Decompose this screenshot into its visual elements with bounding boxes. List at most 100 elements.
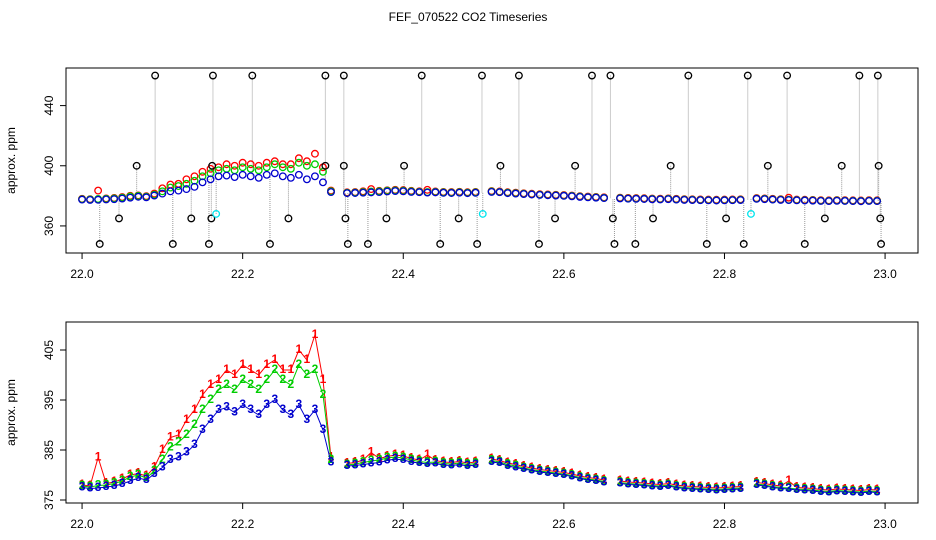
point-glyph: 3 [175,450,182,464]
outlier-point [702,240,711,248]
outlier-point [473,240,482,248]
point [720,196,729,205]
point [367,185,376,194]
point-glyph: 3 [769,480,776,494]
outlier-point [874,161,883,170]
point-glyph: 1 [167,430,174,444]
point-glyph: 2 [657,478,664,492]
point-glyph: 3 [103,479,110,493]
point [158,187,167,196]
point [367,188,376,197]
point [551,191,560,200]
y-tick-label: 440 [42,95,56,115]
point-glyph: 3 [673,480,680,494]
point [174,182,183,191]
point-glyph: 3 [601,475,608,489]
outlier-point [743,71,752,80]
point-glyph: 3 [191,437,198,451]
point [656,195,665,204]
point-glyph: 2 [368,453,375,467]
y-axis-label: approx. ppm [4,379,18,446]
point-glyph: 1 [368,445,375,459]
point [688,196,697,205]
point-glyph: 3 [842,484,849,498]
point-glyph: 2 [255,382,262,396]
point-glyph: 3 [288,407,295,421]
point-glyph: 3 [512,460,519,474]
point-glyph: 2 [673,479,680,493]
point-glyph: 3 [376,455,383,469]
point-glyph: 2 [737,480,744,494]
point [134,192,143,201]
point-glyph: 3 [344,458,351,472]
outlier-point [382,214,391,223]
point-glyph: 2 [496,454,503,468]
point-glyph: 2 [472,456,479,470]
point-glyph: 3 [577,471,584,485]
point-glyph: 2 [826,484,833,498]
point [198,178,207,187]
point-glyph: 1 [850,482,857,496]
point [431,188,440,197]
point-glyph: 2 [569,468,576,482]
point-glyph: 2 [665,477,672,491]
point [310,149,319,158]
point-glyph: 3 [368,456,375,470]
outlier-point [649,214,657,223]
point-glyph: 1 [673,477,680,491]
outlier-point [363,240,372,248]
series-line [82,364,878,493]
point-glyph: 1 [528,460,535,474]
point [262,163,271,172]
point-glyph: 2 [263,372,270,386]
point [495,188,504,197]
point-glyph: 2 [408,452,415,466]
point-glyph: 3 [384,453,391,467]
outlier-point [115,214,123,223]
point-glyph: 2 [858,484,865,498]
point-glyph: 3 [135,470,142,484]
point-glyph: 2 [271,362,278,376]
point-glyph: 3 [504,458,511,472]
outlier-point [631,240,640,248]
y-tick-label: 405 [42,340,56,360]
point-glyph: 1 [239,357,246,371]
y-tick-label: 385 [42,440,56,460]
outlier-point [212,209,221,218]
outlier-point [187,214,196,223]
point-glyph: 1 [223,362,230,376]
outlier-point [877,240,886,248]
point [567,192,576,201]
point-glyph: 2 [440,456,447,470]
outlier-point [610,240,619,248]
point [94,195,103,204]
point-glyph: 2 [424,455,431,469]
point-glyph: 1 [801,480,808,494]
outlier-point [343,240,352,248]
point-glyph: 2 [247,377,254,391]
outlier-point [321,71,330,80]
point [471,188,480,197]
point-glyph: 3 [279,402,286,416]
point [439,188,448,197]
point [254,166,263,175]
point [399,187,408,196]
point-glyph: 1 [352,455,359,469]
point [262,170,271,179]
point-glyph: 1 [625,474,632,488]
outlier-point [684,71,693,80]
point-glyph: 1 [472,454,479,468]
point [262,158,271,167]
point [575,192,584,201]
outlier-point [873,71,882,80]
point-glyph: 3 [488,454,495,468]
point-glyph: 1 [665,476,672,490]
point-glyph: 2 [111,476,118,490]
point-glyph: 1 [817,482,824,496]
point-glyph: 3 [801,483,808,497]
point-glyph: 2 [312,362,319,376]
x-tick-label: 22.0 [70,267,94,281]
point-glyph: 3 [561,467,568,481]
outlier-point [478,71,486,80]
point [94,186,103,195]
